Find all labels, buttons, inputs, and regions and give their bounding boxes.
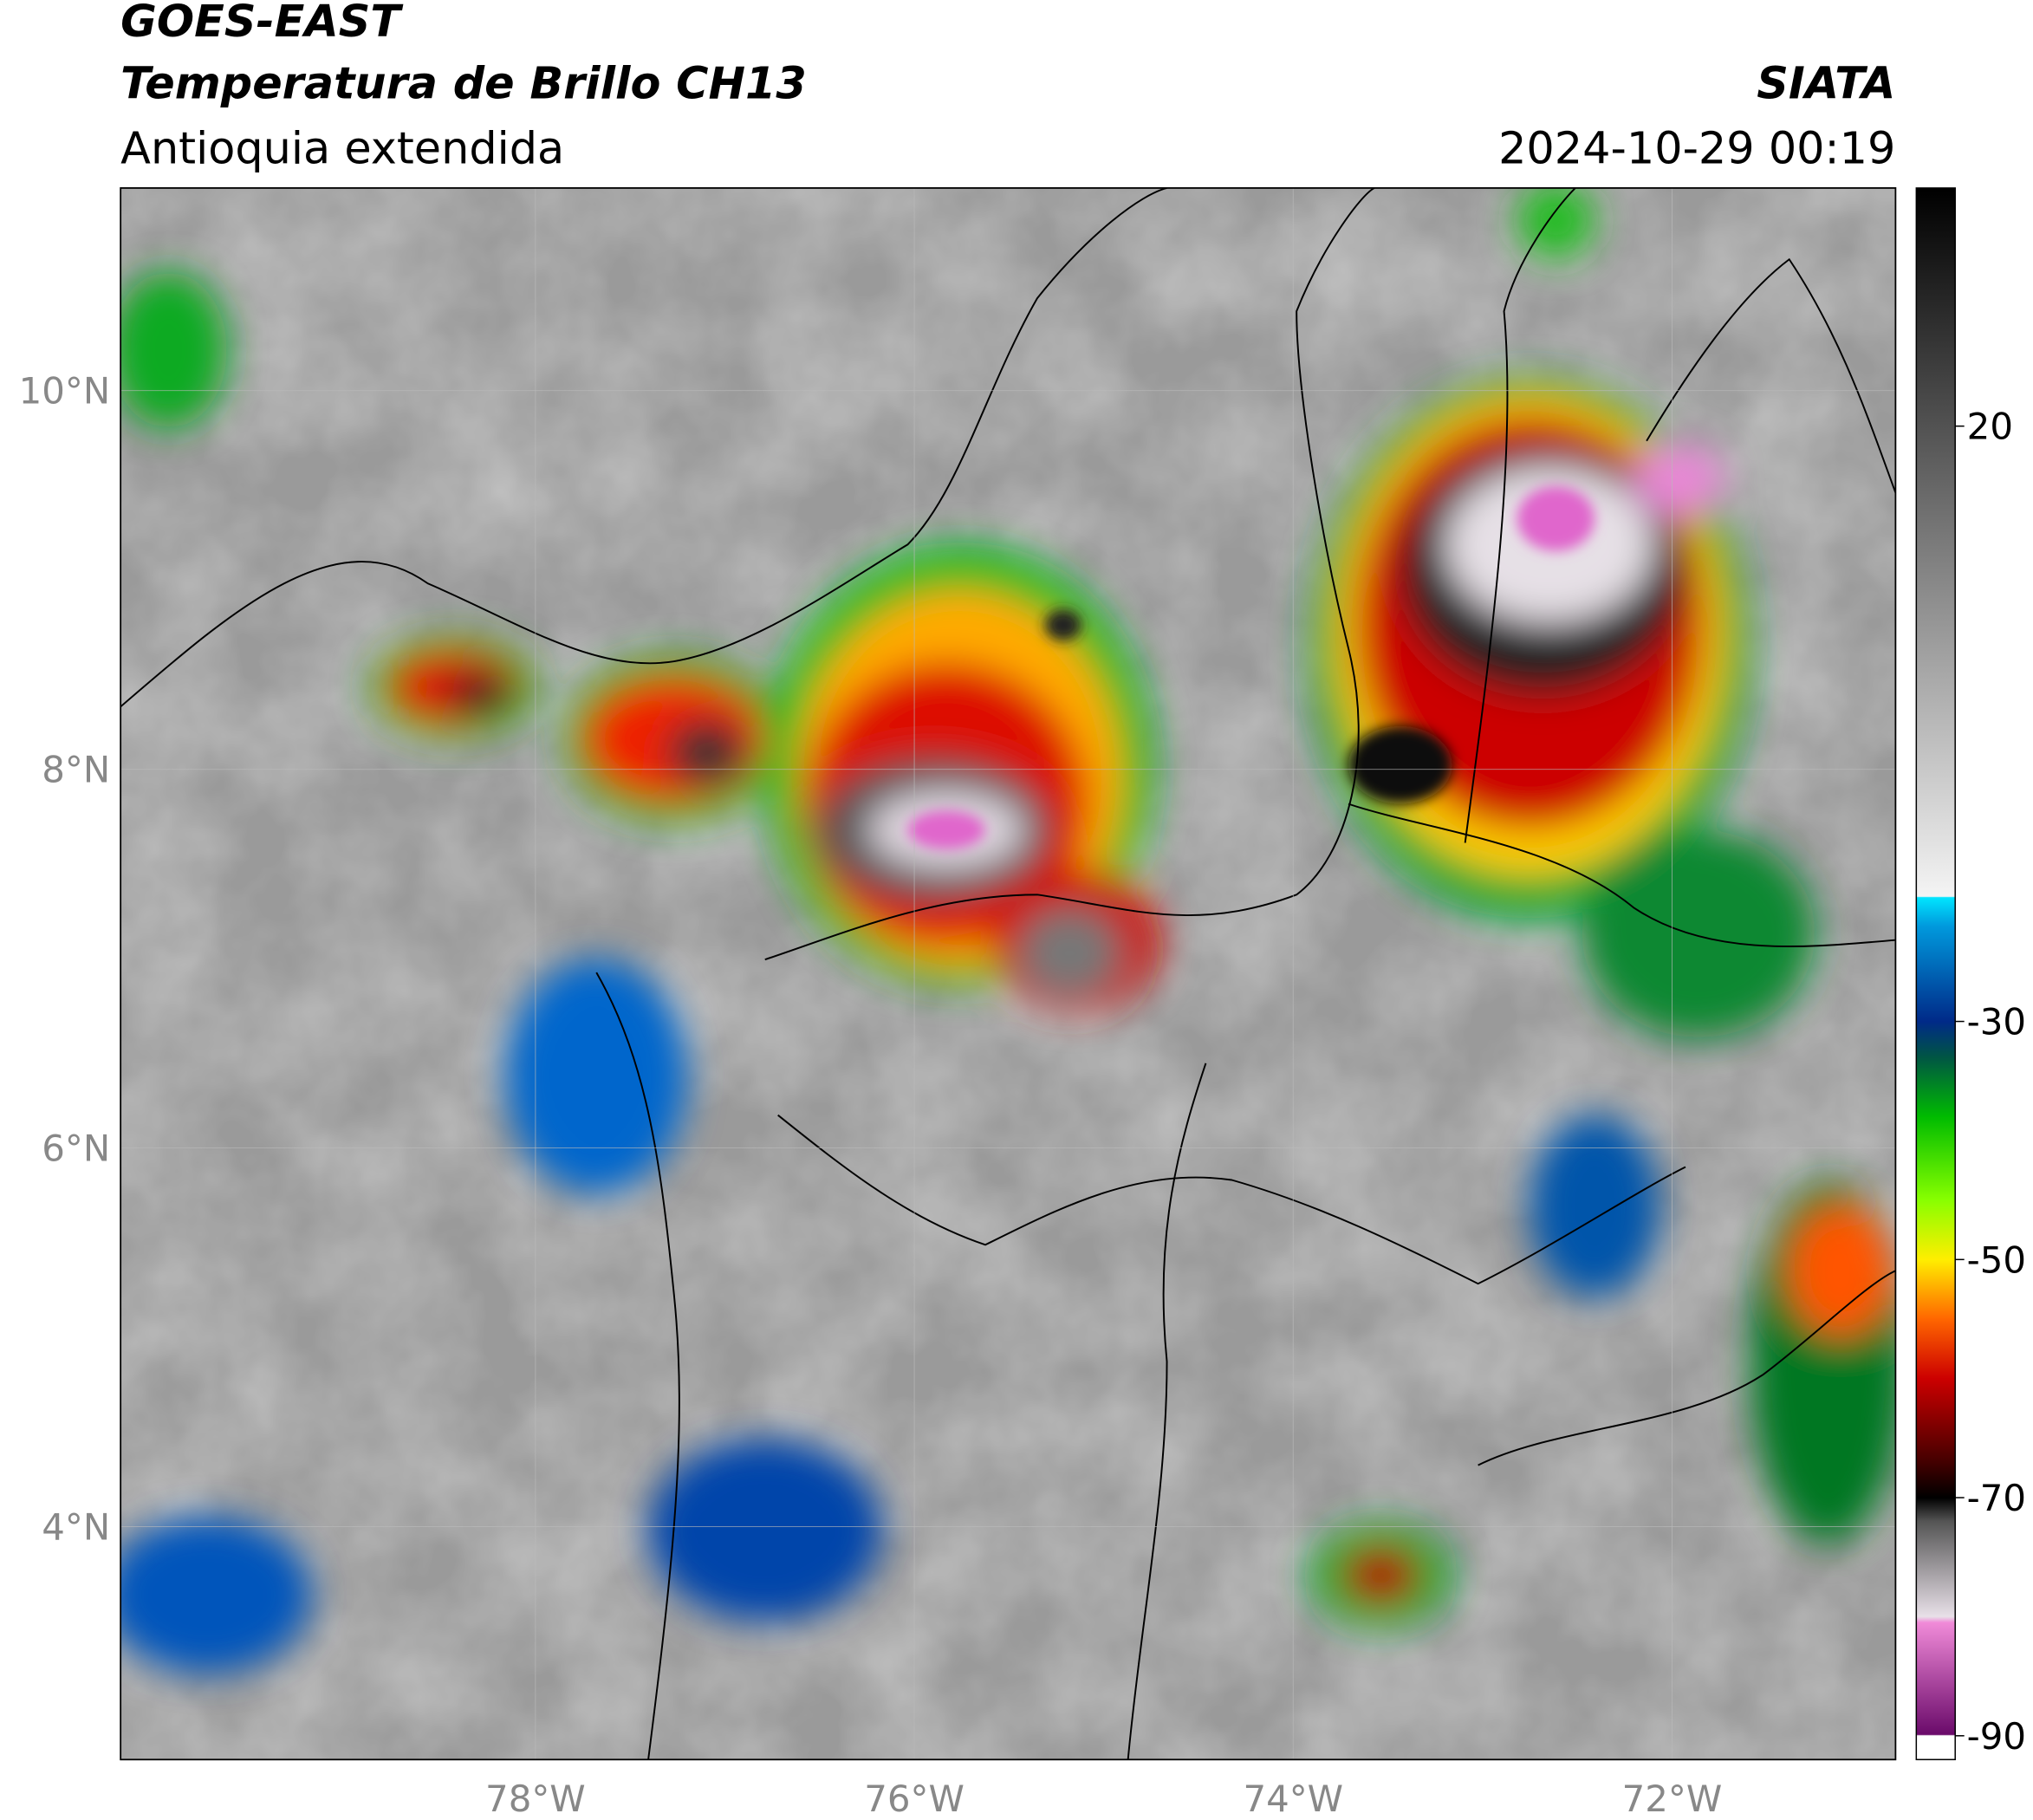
colorbar-tick-label: 20 [1967,406,2013,448]
colorbar-tick-label: -70 [1967,1477,2026,1519]
colorbar-ticks: 20 -30 -50 -70 -90 [1955,406,2026,1758]
map-frame [120,187,1897,1761]
title: GOES-EAST [120,0,404,47]
lat-tick-label: 6°N [42,1128,110,1170]
subtitle: Temperatura de Brillo CH13 [120,58,807,109]
borders [120,187,1896,1760]
lon-tick-label: 72°W [1622,1778,1723,1820]
graticule [120,187,1896,1760]
satellite-image [120,187,1896,1760]
colorbar-tick-label: -50 [1967,1238,2026,1281]
region: Antioquia extendida [120,123,564,174]
source: SIATA [1757,58,1895,109]
colorbar [1915,187,1956,1761]
lon-tick-label: 74°W [1243,1778,1343,1820]
lat-tick-label: 8°N [42,749,110,791]
lon-tick-label: 78°W [485,1778,586,1820]
lat-tick-label: 10°N [19,370,111,413]
lon-tick-label: 76°W [864,1778,965,1820]
colorbar-tick-label: -30 [1967,1001,2026,1043]
map-ticks: 10°N 8°N 6°N 4°N 78°W 76°W 74°W 72°W [19,370,1723,1820]
datetime: 2024-10-29 00:19 [1498,123,1895,174]
lat-tick-label: 4°N [42,1506,110,1549]
colorbar-tick-label: -90 [1967,1715,2026,1758]
